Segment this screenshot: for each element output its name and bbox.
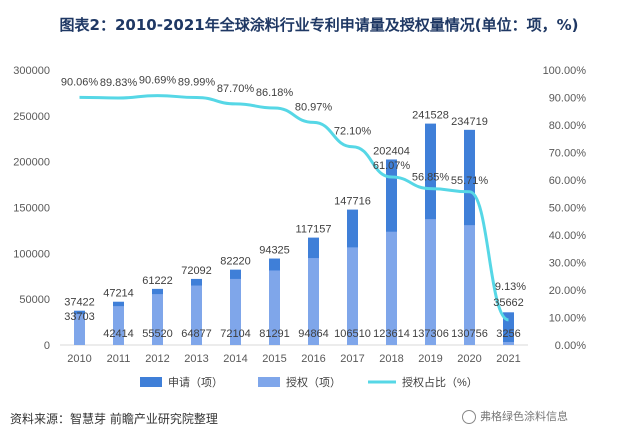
applications-data-label: 202404 bbox=[373, 145, 410, 157]
legend-swatch-grants bbox=[258, 377, 280, 387]
applications-data-label: 72092 bbox=[181, 265, 212, 277]
applications-data-label: 241528 bbox=[412, 110, 449, 122]
ratio-data-label: 89.83% bbox=[100, 77, 138, 89]
bar-applications bbox=[503, 312, 514, 345]
chart-title: 图表2：2010-2021年全球涂料行业专利申请量及授权量情况(单位：项，%) bbox=[59, 16, 579, 34]
grants-data-label: 33703 bbox=[64, 311, 95, 323]
legend-label-ratio: 授权占比（%） bbox=[402, 375, 478, 389]
right-axis-tick-label: 60.00% bbox=[549, 175, 587, 187]
wechat-icon bbox=[462, 410, 476, 424]
right-axis-tick-label: 80.00% bbox=[549, 120, 587, 132]
right-axis-tick-label: 70.00% bbox=[549, 148, 587, 160]
right-axis-tick-label: 0.00% bbox=[555, 340, 586, 352]
right-axis-tick-label: 50.00% bbox=[549, 203, 587, 215]
ratio-data-label: 56.85% bbox=[412, 172, 450, 184]
bar-grants bbox=[503, 342, 514, 345]
ratio-data-label: 90.69% bbox=[139, 75, 177, 87]
right-axis-tick-label: 30.00% bbox=[549, 258, 587, 270]
applications-data-label: 234719 bbox=[451, 116, 488, 128]
bar-grants bbox=[152, 294, 163, 345]
bar-grants bbox=[269, 270, 280, 345]
left-axis-tick-label: 100000 bbox=[13, 248, 50, 260]
ratio-data-label: 72.10% bbox=[334, 126, 372, 138]
axes: 0 50000 100000 150000 200000 250000 300000 0.00… bbox=[13, 65, 586, 365]
grants-data-label: 123614 bbox=[373, 328, 410, 340]
legend-label-grants: 授权（项） bbox=[286, 375, 341, 389]
ratio-data-label: 89.99% bbox=[178, 77, 216, 89]
right-axis-tick-label: 100.00% bbox=[543, 65, 587, 77]
right-axis-tick-label: 10.00% bbox=[549, 313, 587, 325]
x-axis-tick-label: 2015 bbox=[262, 353, 286, 365]
grants-data-label: 81291 bbox=[259, 328, 290, 340]
left-axis-tick-label: 0 bbox=[44, 340, 50, 352]
ratio-data-label: 86.18% bbox=[256, 87, 294, 99]
grants-data-label: 3256 bbox=[496, 328, 520, 340]
applications-data-label: 94325 bbox=[259, 245, 290, 257]
x-axis-tick-label: 2019 bbox=[418, 353, 442, 365]
x-axis-tick-label: 2018 bbox=[379, 353, 403, 365]
applications-data-label: 37422 bbox=[64, 297, 95, 309]
grants-data-label: 137306 bbox=[412, 328, 449, 340]
x-axis-tick-label: 2016 bbox=[301, 353, 325, 365]
ratio-data-label: 80.97% bbox=[295, 101, 333, 113]
x-axis-tick-label: 2021 bbox=[496, 353, 520, 365]
bar-grants bbox=[347, 247, 358, 345]
x-axis-tick-label: 2017 bbox=[340, 353, 364, 365]
bars bbox=[74, 123, 514, 345]
applications-data-label: 82220 bbox=[220, 256, 251, 268]
grants-data-label: 55520 bbox=[142, 328, 173, 340]
ratio-data-label: 61.07% bbox=[373, 160, 411, 172]
data-labels: 37422 47214 61222 72092 82220 94325 117157 1477… bbox=[61, 75, 526, 340]
legend-label-applications: 申请（项） bbox=[168, 376, 223, 389]
left-axis-tick-label: 50000 bbox=[19, 294, 50, 306]
grants-data-label: 72104 bbox=[220, 328, 251, 340]
grants-data-label: 64877 bbox=[181, 328, 212, 340]
bar-grants bbox=[386, 231, 397, 345]
applications-data-label: 47214 bbox=[103, 288, 134, 300]
ratio-data-label: 55.71% bbox=[451, 175, 489, 187]
left-axis-tick-label: 200000 bbox=[13, 157, 50, 169]
legend: 申请（项） 授权（项） 授权占比（%） bbox=[140, 375, 478, 389]
x-axis-tick-label: 2013 bbox=[184, 353, 208, 365]
bar-grants bbox=[230, 278, 241, 345]
applications-data-label: 61222 bbox=[142, 275, 173, 287]
grants-data-label: 42414 bbox=[103, 328, 134, 340]
x-axis-tick-label: 2014 bbox=[223, 353, 247, 365]
watermark-text: 弗格绿色涂料信息 bbox=[480, 410, 568, 423]
x-axis-tick-label: 2012 bbox=[145, 353, 169, 365]
bar-grants bbox=[308, 258, 319, 345]
grants-data-label: 106510 bbox=[334, 328, 371, 340]
ratio-line bbox=[79, 94, 510, 322]
grants-data-label: 94864 bbox=[298, 328, 329, 340]
watermark: 弗格绿色涂料信息 bbox=[462, 408, 568, 424]
bar-grants bbox=[113, 306, 124, 345]
left-axis-tick-label: 150000 bbox=[13, 203, 50, 215]
source-note: 资料来源：智慧芽 前瞻产业研究院整理 bbox=[10, 412, 218, 426]
legend-swatch-applications bbox=[140, 377, 162, 387]
ratio-line-path bbox=[79, 94, 510, 322]
x-axis-tick-label: 2010 bbox=[67, 353, 91, 365]
left-axis-tick-label: 250000 bbox=[13, 111, 50, 123]
applications-data-label: 35662 bbox=[493, 297, 524, 309]
bar-grants bbox=[464, 225, 475, 345]
x-axis-tick-label: 2011 bbox=[107, 353, 131, 365]
right-axis-tick-label: 90.00% bbox=[549, 93, 587, 105]
bar-grants bbox=[191, 285, 202, 345]
left-axis-tick-label: 300000 bbox=[13, 65, 50, 77]
x-axis-tick-label: 2020 bbox=[457, 353, 481, 365]
bar-grants bbox=[425, 219, 436, 345]
applications-data-label: 117157 bbox=[296, 224, 332, 236]
grants-data-label: 130756 bbox=[451, 328, 488, 340]
applications-data-label: 147716 bbox=[334, 196, 371, 208]
ratio-data-label: 9.13% bbox=[495, 281, 526, 293]
ratio-data-label: 90.06% bbox=[61, 76, 99, 88]
ratio-data-label: 87.70% bbox=[217, 83, 255, 95]
right-axis-tick-label: 40.00% bbox=[549, 230, 587, 242]
right-axis-tick-label: 20.00% bbox=[549, 285, 587, 297]
bar-grants bbox=[74, 314, 85, 345]
